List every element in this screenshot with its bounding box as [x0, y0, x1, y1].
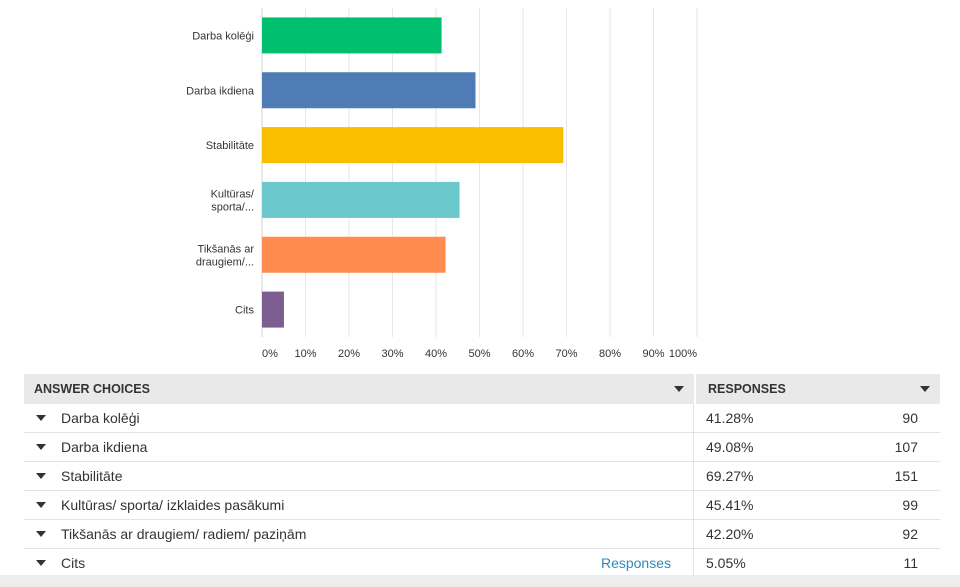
x-tick-label: 20% — [338, 348, 360, 360]
category-label: Darba ikdiena — [186, 85, 255, 97]
table-row: Tikšanās ar draugiem/ radiem/ paziņām 42… — [24, 520, 940, 549]
answer-label: Darba kolēģi — [61, 410, 140, 426]
answer-label: Kultūras/ sporta/ izklaides pasākumi — [61, 497, 285, 513]
table-row: Kultūras/ sporta/ izklaides pasākumi 45.… — [24, 491, 940, 520]
sort-responses-caret-icon[interactable] — [920, 386, 930, 392]
answer-cell: Darba ikdiena — [24, 433, 694, 461]
response-percent: 69.27% — [706, 468, 754, 484]
answer-label: Tikšanās ar draugiem/ radiem/ paziņām — [61, 526, 307, 542]
table-row: Darba ikdiena 49.08% 107 — [24, 433, 940, 462]
category-label: draugiem/... — [196, 256, 254, 268]
bar[interactable] — [262, 72, 476, 109]
responses-header-label: RESPONSES — [708, 382, 786, 396]
response-percent: 42.20% — [706, 526, 754, 542]
x-tick-label: 70% — [555, 348, 577, 360]
expand-caret-icon[interactable] — [36, 560, 46, 566]
x-tick-label: 30% — [381, 348, 403, 360]
bar-chart: Darba kolēģi Darba ikdiena Stabilitāte Kult… — [186, 8, 698, 360]
category-label: Stabilitāte — [206, 140, 254, 152]
category-label: Darba kolēģi — [192, 29, 254, 42]
response-percent: 49.08% — [706, 439, 754, 455]
answer-label: Darba ikdiena — [61, 439, 148, 455]
expand-caret-icon[interactable] — [36, 415, 46, 421]
response-count: 90 — [902, 410, 918, 426]
response-count: 92 — [902, 526, 918, 542]
expand-caret-icon[interactable] — [36, 502, 46, 508]
bar[interactable] — [262, 181, 460, 218]
x-tick-label: 90% — [642, 348, 664, 360]
answer-cell: Cits Responses — [24, 549, 694, 577]
x-tick-label: 50% — [468, 348, 490, 360]
response-percent: 45.41% — [706, 497, 754, 513]
response-count: 107 — [894, 439, 918, 455]
table-row: Stabilitāte 69.27% 151 — [24, 462, 940, 491]
bar[interactable] — [262, 127, 564, 164]
answer-choices-header-label: ANSWER CHOICES — [34, 382, 150, 396]
bar[interactable] — [262, 236, 446, 273]
response-count: 99 — [902, 497, 918, 513]
answer-cell: Stabilitāte — [24, 462, 694, 490]
expand-caret-icon[interactable] — [36, 473, 46, 479]
response-count: 11 — [903, 555, 918, 571]
answer-cell: Darba kolēģi — [24, 404, 694, 432]
response-count: 151 — [894, 468, 918, 484]
x-tick-label: 10% — [294, 348, 316, 360]
expand-caret-icon[interactable] — [36, 531, 46, 537]
x-tick-label: 60% — [512, 348, 534, 360]
expand-caret-icon[interactable] — [36, 444, 46, 450]
bar[interactable] — [262, 291, 284, 328]
table-row: Darba kolēģi 41.28% 90 — [24, 404, 940, 433]
answer-table: ANSWER CHOICES RESPONSES Darba kolēģi 41… — [24, 374, 940, 578]
answer-cell: Tikšanās ar draugiem/ radiem/ paziņām — [24, 520, 694, 548]
x-tick-label: 100% — [669, 348, 697, 360]
answer-label: Cits — [61, 555, 86, 571]
response-percent: 5.05% — [706, 555, 746, 571]
category-label: Tikšanās ar — [198, 243, 255, 255]
response-percent: 41.28% — [706, 410, 754, 426]
bar[interactable] — [262, 17, 442, 54]
category-label: sporta/... — [211, 201, 254, 213]
answer-choices-header[interactable]: ANSWER CHOICES — [24, 374, 694, 404]
x-tick-label: 80% — [599, 348, 621, 360]
answer-label: Stabilitāte — [61, 468, 123, 484]
horizontal-scrollbar[interactable] — [0, 575, 960, 587]
x-tick-label: 0% — [262, 348, 278, 360]
table-header: ANSWER CHOICES RESPONSES — [24, 374, 940, 404]
answer-cell: Kultūras/ sporta/ izklaides pasākumi — [24, 491, 694, 519]
x-tick-label: 40% — [425, 348, 447, 360]
responses-header[interactable]: RESPONSES — [694, 374, 940, 404]
table-row: Cits Responses 5.05% 11 — [24, 549, 940, 578]
category-label: Kultūras/ — [211, 188, 255, 200]
category-label: Cits — [235, 305, 254, 317]
responses-link[interactable]: Responses — [600, 555, 671, 571]
sort-answers-caret-icon[interactable] — [674, 386, 684, 392]
